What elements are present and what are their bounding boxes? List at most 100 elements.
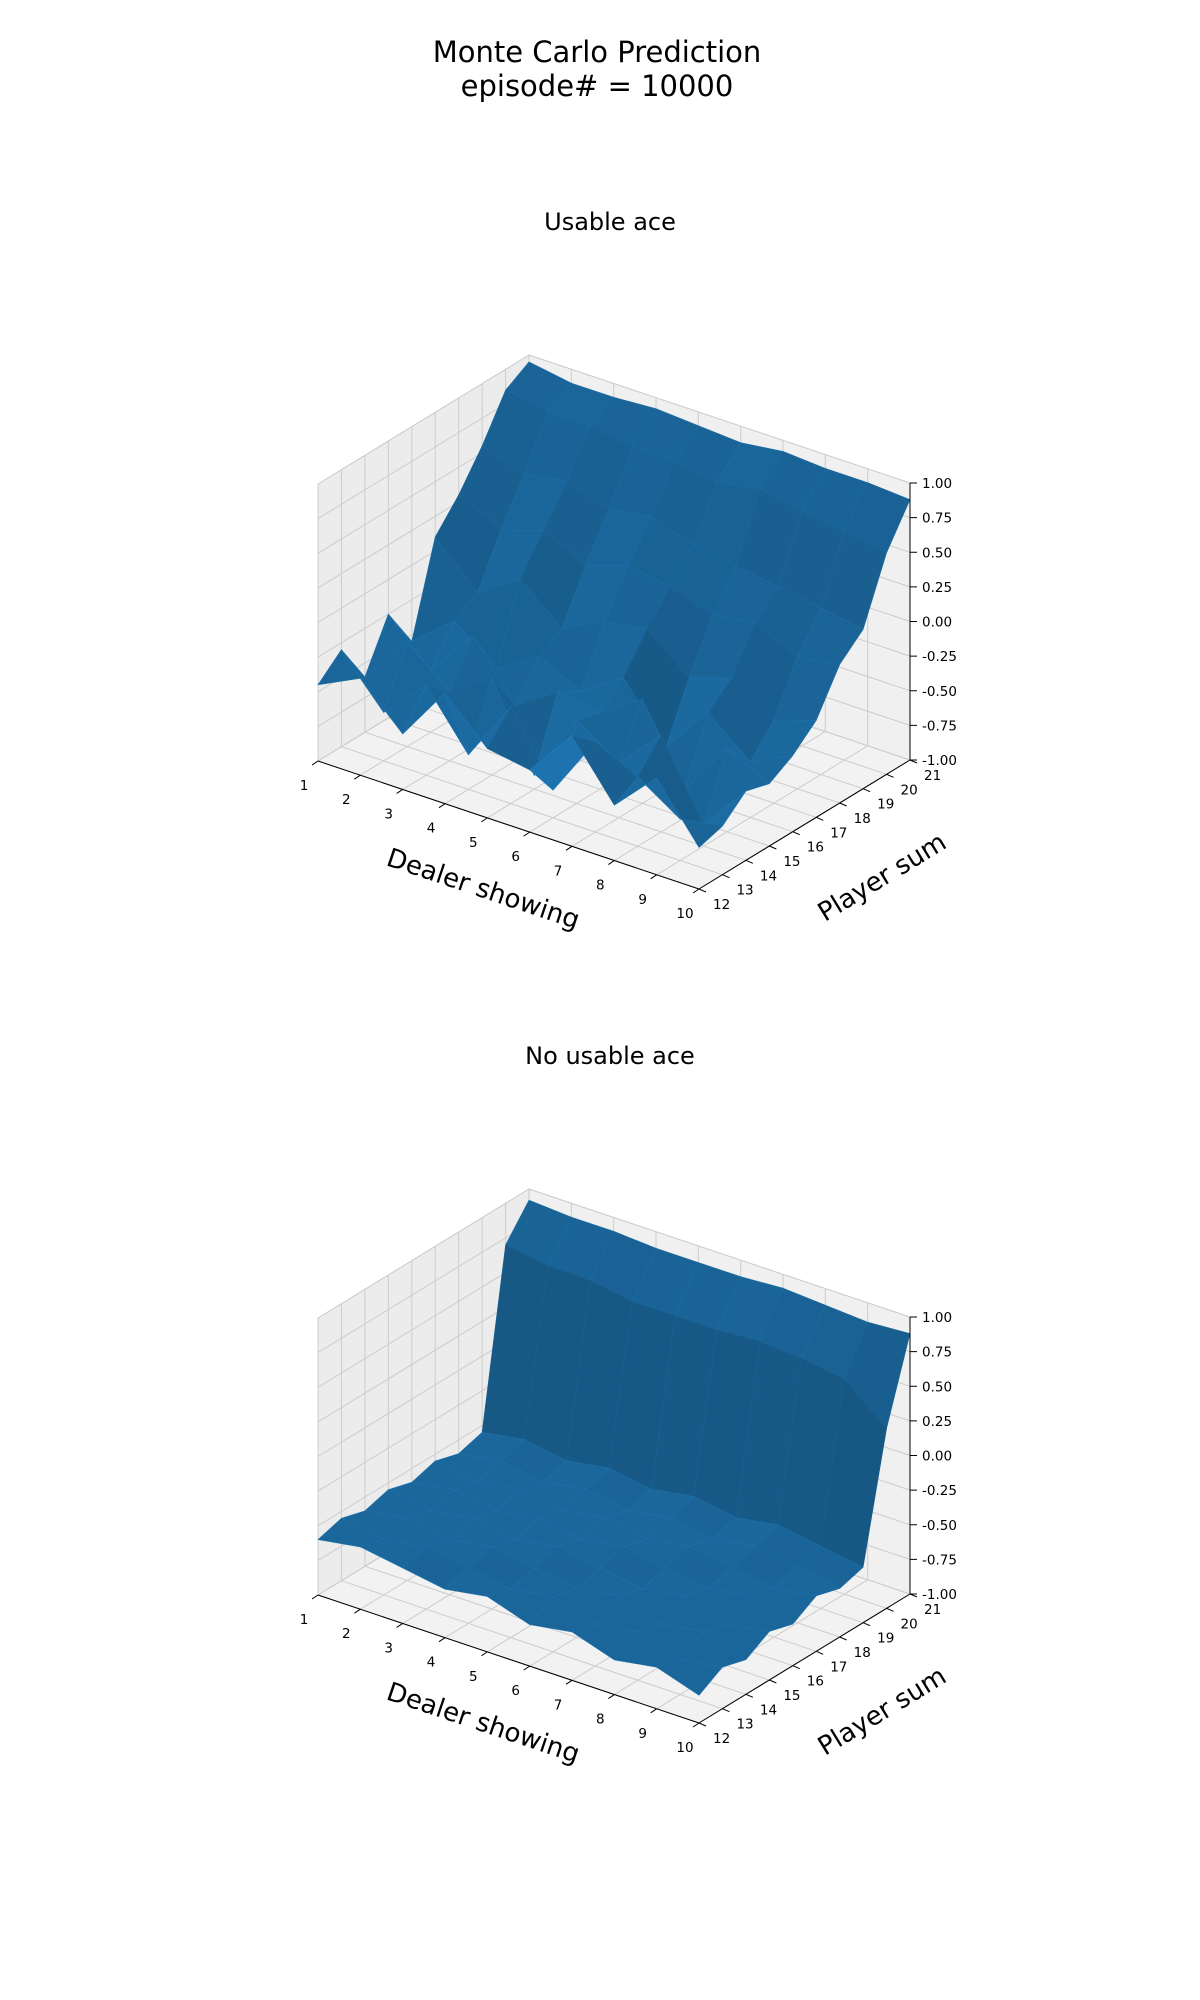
x-tick-mark — [311, 760, 319, 766]
y-tick-label: 14 — [760, 868, 777, 884]
x-tick-label: 1 — [300, 778, 309, 794]
y-tick-mark — [816, 1650, 824, 1655]
x-tick-mark — [523, 1665, 530, 1671]
x-tick-mark — [396, 789, 403, 794]
y-tick-label: 15 — [783, 854, 800, 870]
y-tick-label: 18 — [854, 1645, 871, 1661]
gridline-z — [317, 354, 911, 485]
z-tick-label: 0.25 — [922, 1414, 952, 1430]
y-tick-mark — [745, 1693, 754, 1698]
x-tick-label: 3 — [384, 806, 393, 822]
z-tick-label: -1.00 — [922, 1587, 957, 1603]
z-tick-label: -0.50 — [922, 1518, 957, 1534]
y-tick-mark — [839, 802, 847, 807]
y-tick-label: 19 — [877, 797, 894, 813]
x-axis-line — [317, 1594, 700, 1724]
y-axis-label: Player sum — [813, 827, 952, 928]
x-tick-mark — [692, 1722, 700, 1728]
x-tick-label: 7 — [554, 1697, 563, 1713]
x-tick-mark — [354, 1608, 361, 1614]
surface — [317, 361, 911, 848]
x-tick-mark — [608, 1694, 615, 1699]
y-tick-mark — [839, 1636, 847, 1641]
x-tick-label: 2 — [342, 1626, 351, 1642]
z-tick-label: -0.75 — [922, 1552, 957, 1568]
y-tick-label: 21 — [924, 1602, 941, 1618]
x-tick-mark — [523, 831, 530, 837]
y-axis-line — [698, 759, 911, 890]
y-tick-label: 16 — [807, 1674, 824, 1690]
x-tick-mark — [481, 1651, 488, 1657]
y-tick-label: 15 — [783, 1688, 800, 1704]
x-tick-mark — [438, 1637, 446, 1643]
surface-patch-0-8 — [656, 777, 723, 848]
figure-title-line2: episode# = 10000 — [461, 69, 734, 103]
x-tick-label: 4 — [427, 821, 436, 837]
y-tick-mark — [722, 874, 730, 879]
x-axis-label: Dealer showing — [383, 1677, 584, 1770]
y-tick-mark — [792, 1665, 800, 1670]
y-tick-mark — [792, 831, 800, 836]
z-tick-label: 0.50 — [922, 1379, 952, 1395]
y-tick-label: 12 — [713, 897, 730, 913]
z-tick-label: -0.75 — [922, 718, 957, 734]
y-tick-label: 13 — [736, 883, 753, 899]
z-tick-label: -1.00 — [922, 753, 957, 769]
x-tick-label: 5 — [469, 835, 478, 851]
x-tick-label: 3 — [384, 1640, 393, 1656]
x-tick-mark — [354, 774, 361, 780]
x-tick-mark — [311, 1594, 319, 1600]
y-tick-label: 20 — [901, 1616, 918, 1632]
y-tick-label: 12 — [713, 1731, 730, 1747]
x-tick-mark — [565, 845, 573, 851]
y-tick-mark — [886, 773, 894, 778]
y-tick-mark — [862, 1622, 871, 1627]
y-tick-mark — [745, 859, 754, 864]
y-tick-label: 21 — [924, 768, 941, 784]
x-tick-label: 6 — [511, 849, 520, 865]
y-tick-label: 13 — [736, 1717, 753, 1733]
x-tick-label: 9 — [638, 892, 647, 908]
z-tick-label: 1.00 — [922, 476, 952, 492]
y-tick-mark — [886, 1607, 894, 1612]
y-tick-label: 16 — [807, 840, 824, 856]
y-tick-label: 14 — [760, 1702, 777, 1718]
y-axis-line — [698, 1593, 911, 1724]
x-tick-mark — [608, 860, 615, 865]
x-tick-label: 4 — [427, 1655, 436, 1671]
y-tick-mark — [698, 1722, 707, 1727]
x-axis-line — [317, 760, 700, 890]
x-tick-label: 2 — [342, 792, 351, 808]
x-tick-mark — [650, 1708, 657, 1714]
figure-title-line1: Monte Carlo Prediction — [433, 35, 762, 69]
z-tick-label: -0.25 — [922, 649, 957, 665]
y-tick-mark — [769, 845, 777, 850]
y-tick-label: 18 — [854, 811, 871, 827]
x-tick-label: 5 — [469, 1669, 478, 1685]
subplot-title-usable-ace: Usable ace — [544, 208, 676, 236]
surface — [317, 1199, 911, 1696]
x-tick-mark — [396, 1623, 403, 1628]
plot-no-usable-ace: No usable ace 12345678910121314151617181… — [300, 1042, 957, 1770]
plot-usable-ace: Usable ace 12345678910121314151617181920… — [300, 208, 957, 936]
z-tick-label: 0.75 — [922, 1345, 952, 1361]
z-tick-label: 0.75 — [922, 511, 952, 527]
x-tick-label: 9 — [638, 1726, 647, 1742]
x-tick-label: 7 — [554, 863, 563, 879]
z-tick-label: 0.00 — [922, 615, 952, 631]
y-axis-label: Player sum — [813, 1661, 952, 1762]
x-tick-label: 10 — [676, 1740, 693, 1756]
x-tick-mark — [565, 1679, 573, 1685]
y-tick-label: 20 — [901, 782, 918, 798]
y-tick-label: 17 — [830, 1659, 847, 1675]
x-tick-label: 8 — [596, 878, 605, 894]
x-tick-label: 10 — [676, 906, 693, 922]
y-tick-mark — [722, 1708, 730, 1713]
y-tick-mark — [816, 816, 824, 821]
subplot-title-no-usable-ace: No usable ace — [525, 1042, 695, 1070]
z-tick-label: -0.25 — [922, 1483, 957, 1499]
x-tick-label: 6 — [511, 1683, 520, 1699]
x-axis-label: Dealer showing — [383, 843, 584, 936]
